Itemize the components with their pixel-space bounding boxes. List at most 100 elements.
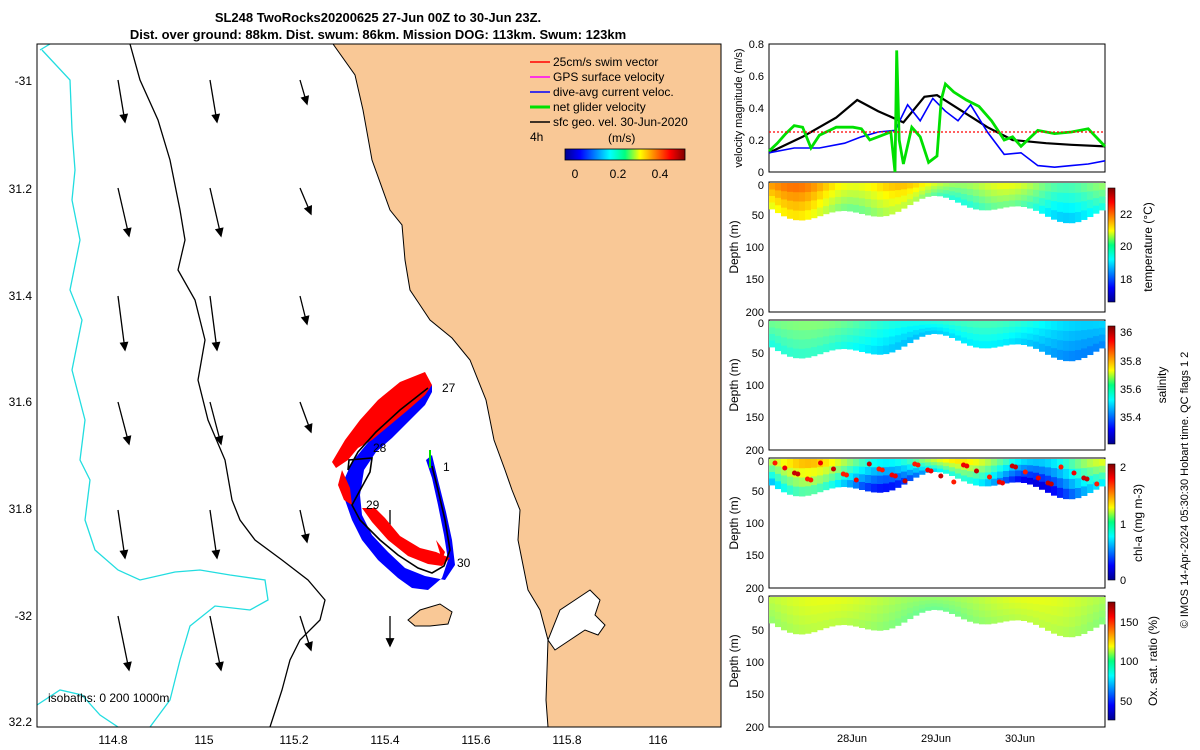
- section-cell: [919, 466, 926, 471]
- section-cell: [991, 321, 998, 328]
- map-legend: 25cm/s swim vector GPS surface velocity …: [530, 55, 688, 181]
- section-cell: [1015, 200, 1022, 207]
- section-cell: [787, 459, 794, 469]
- section-cell: [907, 183, 914, 189]
- section-cell: [799, 348, 806, 359]
- vel-ytick: 0.6: [749, 71, 764, 83]
- section-cell: [991, 616, 998, 624]
- section-cell: [859, 474, 866, 483]
- section-cell: [787, 597, 794, 607]
- section-cell: [829, 480, 836, 489]
- section-cell: [997, 201, 1004, 209]
- section-cell: [1003, 465, 1010, 472]
- section-cell: [1045, 459, 1052, 468]
- section-cell: [841, 334, 848, 343]
- section-cell: [871, 321, 878, 330]
- section-cell: [877, 467, 884, 477]
- section-cell: [979, 183, 986, 191]
- section-cell: [931, 324, 938, 328]
- section-cell: [1069, 330, 1076, 342]
- section-cell: [793, 606, 800, 616]
- section-cell: [787, 329, 794, 340]
- section-cell: [829, 197, 836, 206]
- section-cell: [1039, 190, 1046, 199]
- section-cell: [931, 330, 938, 334]
- chla-speck: [876, 466, 882, 472]
- section-cell: [799, 477, 806, 488]
- section-cell: [943, 600, 950, 605]
- section-cell: [829, 618, 836, 627]
- section-cell: [973, 202, 980, 210]
- section-cell: [775, 619, 782, 628]
- colorbar-tick: 0.2: [610, 167, 627, 181]
- section-cell: [955, 192, 962, 198]
- section-cell: [1051, 477, 1058, 487]
- section-cell: [865, 191, 872, 200]
- section-cell: [937, 183, 944, 187]
- section-cell: [877, 208, 884, 217]
- section-cell: [829, 335, 836, 344]
- geo-arrow: [209, 187, 222, 237]
- section-cell: [913, 597, 920, 602]
- section-cell: [1063, 350, 1070, 362]
- panel-ylabel: Depth (m): [727, 220, 741, 273]
- section-cell: [1009, 602, 1016, 609]
- section-cell: [787, 485, 794, 495]
- chla-speck: [805, 476, 810, 482]
- vel-ytick: 0.8: [749, 39, 764, 51]
- section-cell: [967, 201, 974, 208]
- section-cell: [991, 465, 998, 473]
- geo-arrow-head: [385, 638, 395, 648]
- section-cell: [955, 606, 962, 612]
- section-cell: [871, 345, 878, 355]
- section-cell: [1057, 459, 1064, 470]
- section-cell: [889, 336, 896, 345]
- section-cell: [1039, 459, 1046, 467]
- geo-arrow: [117, 187, 130, 237]
- section-cell: [973, 183, 980, 190]
- section-cell: [1087, 321, 1094, 330]
- section-cell: [931, 468, 938, 472]
- section-cell: [1015, 338, 1022, 345]
- section-cell: [871, 483, 878, 493]
- section-cell: [1081, 330, 1088, 340]
- panel-ylabel: Depth (m): [727, 358, 741, 411]
- section-cell: [847, 204, 854, 212]
- section-cell: [991, 334, 998, 342]
- section-cell: [1045, 321, 1052, 330]
- section-cell: [985, 334, 992, 342]
- section-cell: [769, 465, 776, 473]
- section-cell: [793, 192, 800, 202]
- section-cell: [949, 329, 956, 334]
- section-cell: [1033, 597, 1040, 605]
- section-cell: [823, 190, 830, 199]
- section-cell: [811, 597, 818, 607]
- section-cell: [961, 464, 968, 471]
- section-cell: [1009, 200, 1016, 207]
- section-cell: [1051, 330, 1058, 340]
- section-cell: [793, 201, 800, 211]
- section-cell: [895, 204, 902, 212]
- legend-note: 4h: [530, 130, 543, 144]
- section-cell: [805, 330, 812, 340]
- section-cell: [799, 330, 806, 340]
- section-cell: [1087, 459, 1094, 468]
- section-cell: [1027, 615, 1034, 623]
- panel-colorbar: [1107, 187, 1116, 303]
- section-cell: [883, 345, 890, 355]
- section-cell: [961, 337, 968, 344]
- section-cell: [997, 459, 1004, 466]
- section-cell: [1045, 597, 1052, 606]
- section-cell: [823, 459, 830, 468]
- section-cell: [1051, 615, 1058, 625]
- section-cell: [961, 188, 968, 195]
- temperature-panel: Depth (m) 0 50 100 150 200 22 20 18 temp…: [727, 180, 1155, 319]
- section-cell: [829, 597, 836, 605]
- section-cell: [1069, 478, 1076, 490]
- section-cell: [931, 192, 938, 196]
- section-cell: [889, 474, 896, 483]
- cbar-tick: 0: [1120, 575, 1126, 587]
- section-cell: [853, 459, 860, 467]
- section-cell: [991, 327, 998, 335]
- section-cell: [1051, 192, 1058, 202]
